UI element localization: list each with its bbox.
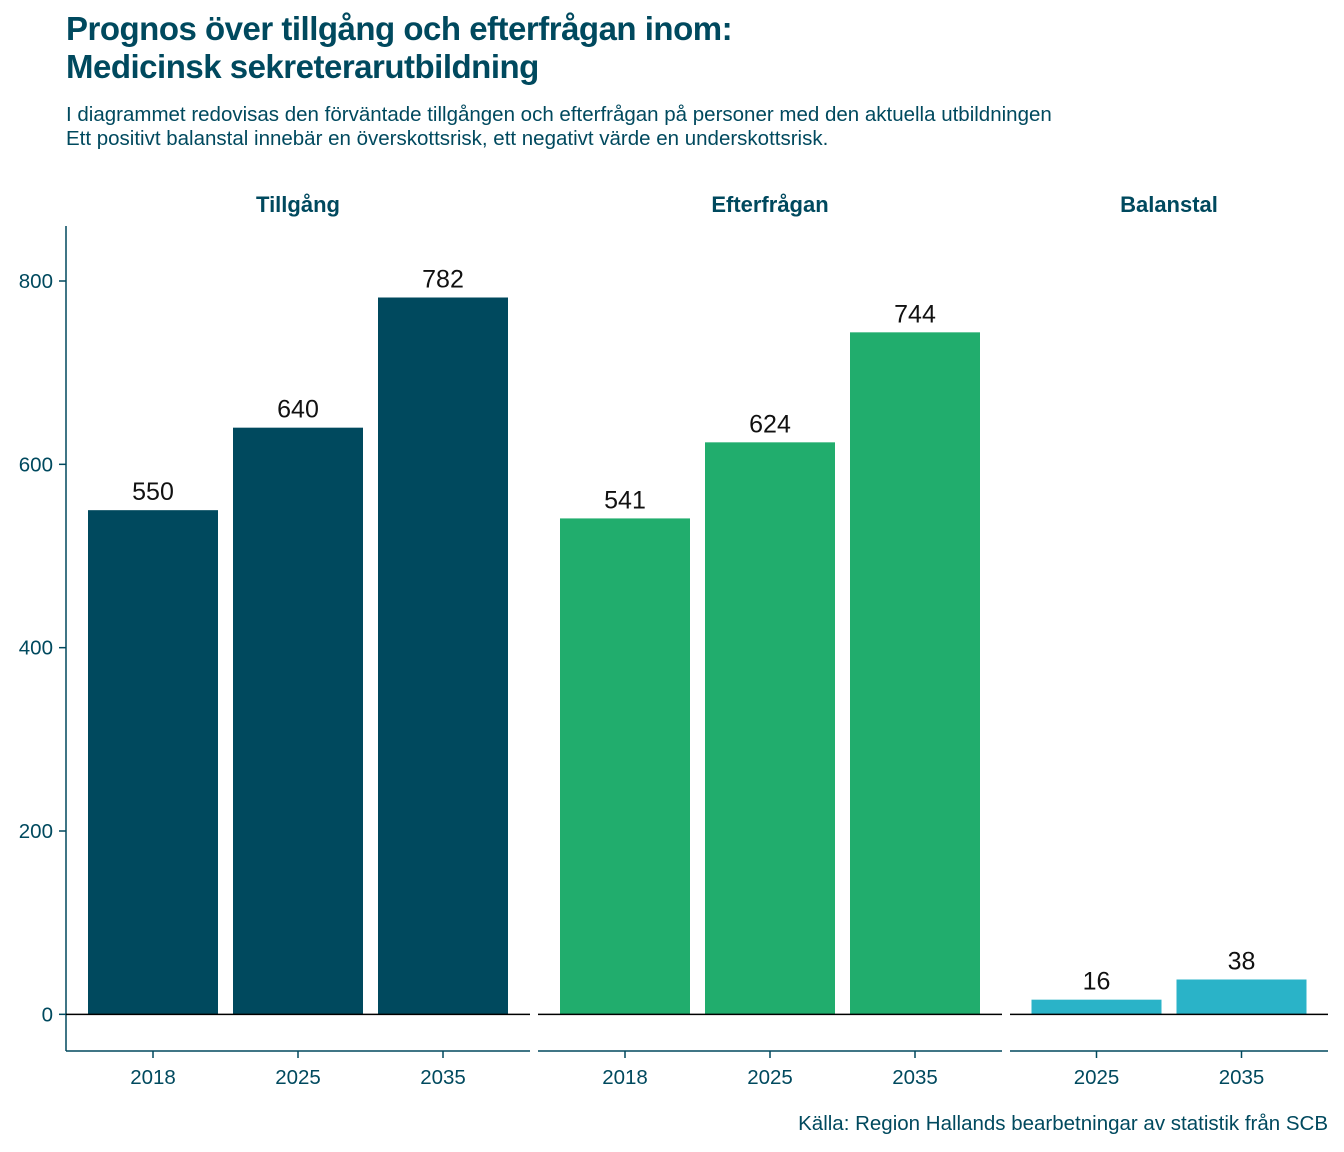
chart-subtitle: I diagrammet redovisas den förväntade ti… xyxy=(66,103,1052,151)
subtitle-line-2: Ett positivt balanstal innebär en översk… xyxy=(66,127,829,150)
source-caption: Källa: Region Hallands bearbetningar av … xyxy=(798,1112,1328,1135)
facet-title-balanstal: Balanstal xyxy=(1120,192,1218,217)
bar xyxy=(233,427,363,1015)
bar xyxy=(850,332,980,1015)
y-tick-label: 400 xyxy=(19,637,53,660)
subtitle-line-1: I diagrammet redovisas den förväntade ti… xyxy=(66,103,1052,126)
data-label: 624 xyxy=(749,410,791,438)
x-tick-label: 2035 xyxy=(420,1066,466,1089)
x-tick-label: 2025 xyxy=(747,1066,793,1089)
x-tick-label: 2035 xyxy=(892,1066,938,1089)
data-label: 550 xyxy=(132,478,174,506)
y-tick-label: 800 xyxy=(19,270,53,293)
x-tick-label: 2025 xyxy=(1074,1066,1120,1089)
data-label: 744 xyxy=(894,300,936,328)
title-line-1: Prognos över tillgång och efterfrågan in… xyxy=(66,10,733,47)
bar xyxy=(560,518,690,1015)
title-line-2: Medicinsk sekreterarutbildning xyxy=(66,48,539,85)
facet-title-tillgång: Tillgång xyxy=(256,192,340,217)
data-label: 541 xyxy=(604,486,646,514)
x-tick-label: 2018 xyxy=(602,1066,648,1089)
data-label: 640 xyxy=(277,396,319,424)
x-tick-label: 2018 xyxy=(130,1066,176,1089)
bar xyxy=(88,510,218,1015)
x-tick-label: 2025 xyxy=(275,1066,321,1089)
y-tick-label: 200 xyxy=(19,820,53,843)
bar xyxy=(1176,979,1307,1015)
y-tick-label: 0 xyxy=(42,1003,53,1026)
bar xyxy=(378,297,508,1015)
bar xyxy=(705,442,835,1015)
data-label: 782 xyxy=(422,266,464,294)
y-tick-label: 600 xyxy=(19,453,53,476)
data-label: 16 xyxy=(1083,968,1111,996)
bar xyxy=(1031,999,1162,1015)
chart-title: Prognos över tillgång och efterfrågan in… xyxy=(66,10,733,86)
facet-title-efterfrågan: Efterfrågan xyxy=(711,192,828,217)
x-tick-label: 2035 xyxy=(1219,1066,1265,1089)
data-label: 38 xyxy=(1228,948,1256,976)
